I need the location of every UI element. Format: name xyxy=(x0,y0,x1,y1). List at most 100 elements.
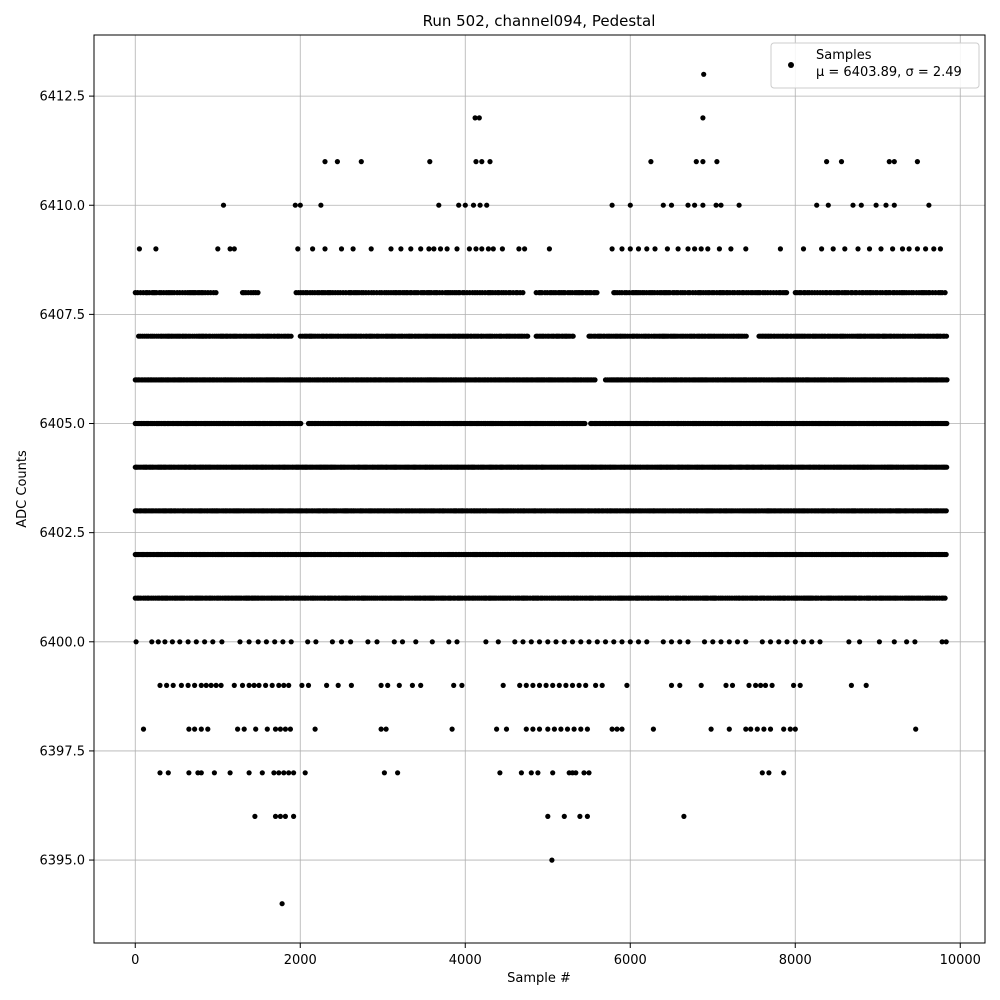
data-point xyxy=(255,639,261,645)
data-point xyxy=(660,202,666,208)
data-point xyxy=(335,682,341,689)
data-point xyxy=(282,813,288,820)
data-point xyxy=(692,202,698,208)
data-point xyxy=(635,639,642,645)
data-point xyxy=(277,726,283,732)
data-point xyxy=(781,770,787,776)
data-point xyxy=(578,639,584,645)
data-point xyxy=(310,246,316,252)
data-point xyxy=(286,682,292,689)
data-point xyxy=(700,202,706,208)
y-tick-label: 6395.0 xyxy=(40,854,86,869)
data-point xyxy=(759,639,765,645)
data-point xyxy=(776,639,782,645)
data-point xyxy=(681,813,687,820)
data-point xyxy=(451,682,457,689)
data-point xyxy=(943,551,949,558)
data-point xyxy=(635,246,642,252)
data-point xyxy=(878,246,884,252)
data-point xyxy=(395,770,401,776)
x-tick-label: 8000 xyxy=(779,953,812,968)
data-point xyxy=(281,770,287,776)
data-point xyxy=(157,682,163,689)
data-point xyxy=(777,246,784,252)
data-point xyxy=(133,639,139,645)
data-point xyxy=(830,246,836,252)
data-point xyxy=(743,639,749,645)
data-point xyxy=(368,246,374,252)
data-point xyxy=(479,246,485,252)
data-point xyxy=(716,246,723,252)
data-point xyxy=(573,770,579,776)
data-point xyxy=(561,639,567,645)
data-point xyxy=(891,159,897,165)
data-point xyxy=(677,639,683,645)
data-point xyxy=(550,770,556,776)
data-point xyxy=(193,639,199,645)
data-point xyxy=(883,202,889,208)
data-point xyxy=(800,639,807,645)
data-point xyxy=(155,639,161,645)
data-point xyxy=(714,159,720,165)
data-point xyxy=(700,115,706,121)
data-point xyxy=(291,813,297,820)
data-point xyxy=(494,726,500,732)
data-point xyxy=(427,159,433,165)
data-point xyxy=(850,202,856,208)
data-point xyxy=(186,726,192,732)
data-point xyxy=(692,246,698,252)
legend-entry-name: Samples xyxy=(816,48,872,63)
x-axis-label: Sample # xyxy=(507,971,571,986)
data-point xyxy=(857,639,863,645)
data-point xyxy=(383,726,389,732)
data-point xyxy=(726,726,732,732)
data-point xyxy=(165,770,171,776)
data-point xyxy=(817,639,823,645)
data-point xyxy=(586,639,592,645)
data-point xyxy=(292,202,298,208)
data-point xyxy=(825,202,831,208)
data-point xyxy=(203,682,209,689)
data-point xyxy=(644,639,650,645)
data-point xyxy=(586,770,592,776)
data-point xyxy=(886,159,892,165)
data-point xyxy=(251,682,257,689)
data-point xyxy=(668,202,675,208)
data-point xyxy=(385,682,391,689)
data-point xyxy=(943,508,949,514)
data-point xyxy=(577,813,583,820)
data-point xyxy=(545,813,551,820)
data-point xyxy=(282,726,288,732)
data-point xyxy=(792,726,798,732)
y-tick-label: 6400.0 xyxy=(40,635,86,650)
data-point xyxy=(592,377,598,383)
data-point xyxy=(426,246,432,252)
data-point xyxy=(718,639,724,645)
x-tick-label: 4000 xyxy=(449,953,482,968)
y-tick-label: 6412.5 xyxy=(40,90,86,105)
data-point xyxy=(906,246,912,252)
data-point xyxy=(210,639,216,645)
data-point xyxy=(912,639,918,645)
data-point xyxy=(944,464,950,470)
data-point xyxy=(726,639,732,645)
data-point xyxy=(218,682,224,689)
data-point xyxy=(563,682,569,689)
data-point xyxy=(287,726,293,732)
data-point xyxy=(318,202,324,208)
data-point xyxy=(693,159,699,165)
data-point xyxy=(701,71,707,77)
data-point xyxy=(178,682,184,689)
data-point xyxy=(569,639,576,645)
data-point xyxy=(276,770,282,776)
data-point xyxy=(177,639,183,645)
data-point xyxy=(718,202,724,208)
data-point xyxy=(748,726,754,732)
data-point xyxy=(734,639,741,645)
data-point xyxy=(809,639,815,645)
data-point xyxy=(503,726,510,732)
data-point xyxy=(873,202,879,208)
data-point xyxy=(609,726,615,732)
